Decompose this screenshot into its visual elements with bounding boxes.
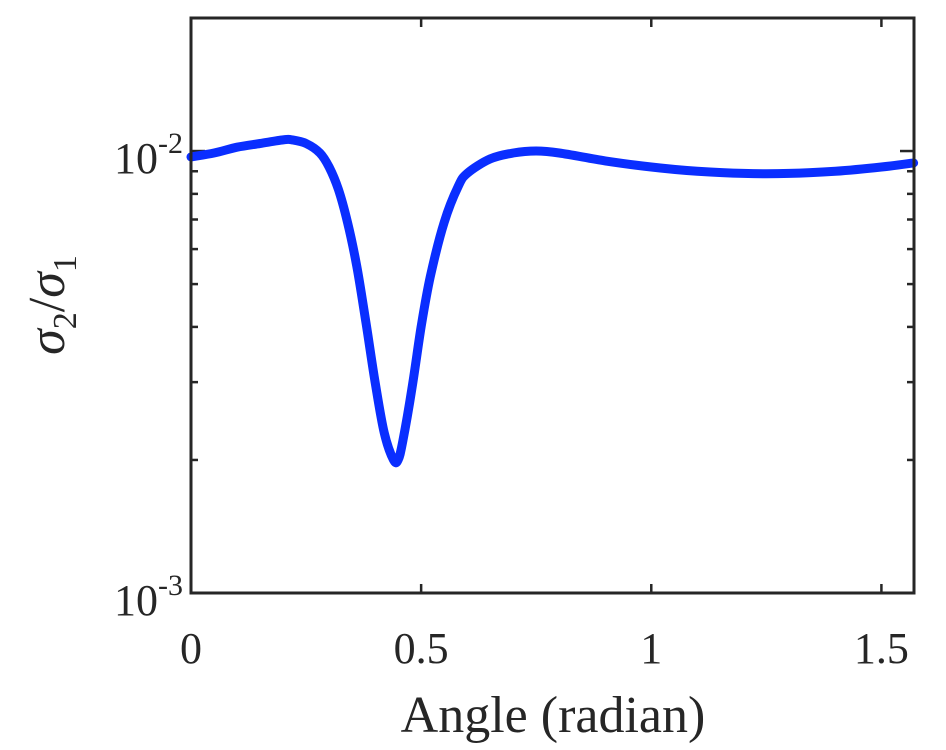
series-line: [186, 134, 919, 468]
y-label-sigma-2: σ: [19, 270, 76, 298]
y-axis-label: σ2/σ1: [19, 255, 84, 355]
x-tick-label: 0.5: [394, 624, 449, 673]
y-label-subscript-2: 1: [47, 255, 84, 272]
tick-marks: [189, 18, 914, 595]
plot-frame: [189, 16, 916, 595]
x-tick-labels: 0 0.5 1 1.5: [180, 624, 909, 673]
x-tick-label: 1.5: [854, 624, 909, 673]
y-tick-label: 10-2: [114, 127, 183, 183]
svg-text:σ2/σ1: σ2/σ1: [19, 255, 84, 355]
y-tick-label: 10-3: [114, 569, 183, 625]
x-tick-label: 0: [180, 624, 202, 673]
x-tick-label: 1: [640, 624, 662, 673]
y-label-sigma-1: σ: [19, 327, 76, 355]
y-label-slash: /: [19, 297, 76, 312]
y-tick-labels: 10-3 10-2: [114, 127, 183, 625]
x-axis-label: Angle (radian): [401, 687, 706, 744]
y-label-subscript-1: 2: [47, 312, 84, 329]
